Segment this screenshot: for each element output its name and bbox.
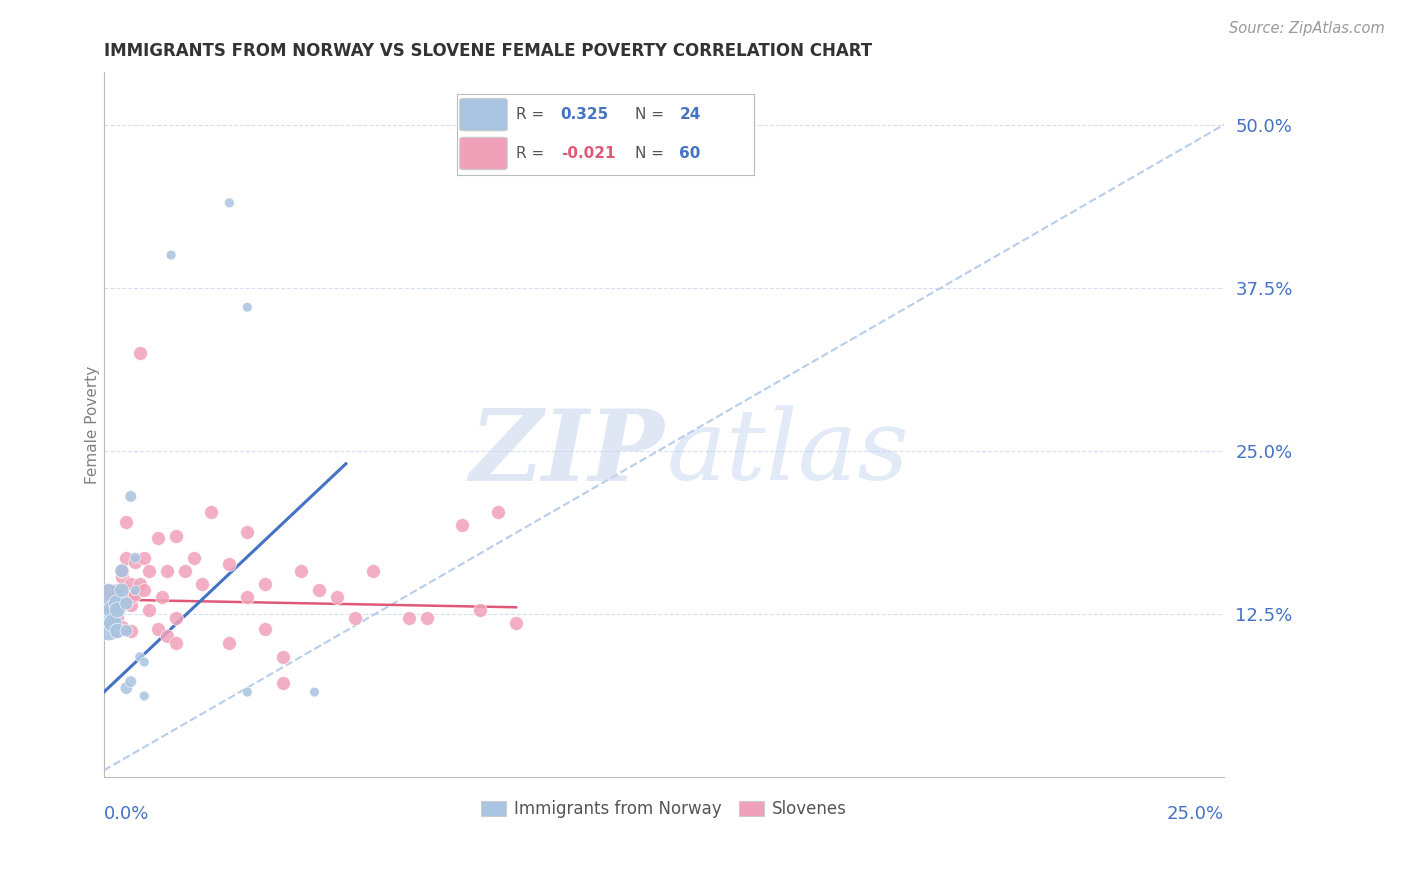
Point — [505, 615, 527, 630]
Point — [138, 603, 160, 617]
Point — [120, 489, 142, 503]
Point — [124, 583, 146, 598]
Point — [101, 603, 124, 617]
Point — [115, 516, 138, 530]
Point — [165, 528, 187, 542]
Point — [97, 583, 120, 598]
Y-axis label: Female Poverty: Female Poverty — [86, 366, 100, 483]
Point — [111, 564, 134, 578]
Text: 25.0%: 25.0% — [1167, 805, 1225, 823]
Point — [486, 505, 509, 519]
Point — [134, 583, 156, 598]
Point — [120, 576, 142, 591]
Point — [115, 550, 138, 565]
Point — [105, 596, 128, 610]
Point — [173, 564, 195, 578]
Text: ZIP: ZIP — [470, 405, 664, 501]
Point — [415, 611, 437, 625]
Legend: Immigrants from Norway, Slovenes: Immigrants from Norway, Slovenes — [474, 794, 853, 825]
Point — [115, 624, 138, 638]
Text: Source: ZipAtlas.com: Source: ZipAtlas.com — [1229, 21, 1385, 36]
Point — [111, 570, 134, 584]
Point — [134, 655, 156, 669]
Point — [115, 681, 138, 695]
Point — [398, 611, 420, 625]
Point — [115, 596, 138, 610]
Point — [343, 611, 366, 625]
Point — [101, 615, 124, 630]
Point — [191, 576, 214, 591]
Point — [101, 593, 124, 607]
Point — [105, 598, 128, 612]
Point — [101, 590, 124, 604]
Point — [156, 564, 179, 578]
Point — [254, 576, 277, 591]
Point — [183, 550, 205, 565]
Point — [105, 583, 128, 598]
Point — [146, 531, 169, 545]
Point — [138, 564, 160, 578]
Point — [304, 685, 326, 699]
Point — [111, 583, 134, 598]
Point — [236, 524, 259, 539]
Point — [451, 518, 474, 533]
Point — [160, 248, 183, 262]
Point — [105, 603, 128, 617]
Point — [200, 505, 222, 519]
Point — [308, 583, 330, 598]
Point — [101, 603, 124, 617]
Point — [120, 624, 142, 638]
Point — [97, 590, 120, 604]
Point — [134, 550, 156, 565]
Point — [120, 598, 142, 612]
Point — [105, 624, 128, 638]
Point — [254, 623, 277, 637]
Point — [111, 620, 134, 634]
Point — [165, 611, 187, 625]
Point — [271, 649, 294, 664]
Point — [120, 674, 142, 689]
Point — [128, 576, 150, 591]
Point — [115, 583, 138, 598]
Point — [218, 635, 240, 649]
Point — [111, 598, 134, 612]
Point — [101, 611, 124, 625]
Point — [97, 593, 120, 607]
Point — [218, 195, 240, 210]
Point — [236, 590, 259, 604]
Point — [326, 590, 349, 604]
Point — [218, 558, 240, 572]
Point — [128, 649, 150, 664]
Point — [120, 590, 142, 604]
Point — [97, 620, 120, 634]
Point — [124, 587, 146, 601]
Point — [124, 555, 146, 569]
Point — [105, 624, 128, 638]
Point — [361, 564, 384, 578]
Point — [236, 300, 259, 314]
Text: 0.0%: 0.0% — [104, 805, 149, 823]
Point — [134, 689, 156, 703]
Point — [290, 564, 312, 578]
Point — [236, 685, 259, 699]
Text: atlas: atlas — [666, 405, 910, 500]
Point — [470, 603, 492, 617]
Point — [150, 590, 173, 604]
Point — [128, 346, 150, 360]
Point — [165, 635, 187, 649]
Text: IMMIGRANTS FROM NORWAY VS SLOVENE FEMALE POVERTY CORRELATION CHART: IMMIGRANTS FROM NORWAY VS SLOVENE FEMALE… — [104, 42, 872, 60]
Point — [271, 676, 294, 690]
Point — [146, 623, 169, 637]
Point — [111, 564, 134, 578]
Point — [124, 550, 146, 565]
Point — [105, 611, 128, 625]
Point — [156, 629, 179, 643]
